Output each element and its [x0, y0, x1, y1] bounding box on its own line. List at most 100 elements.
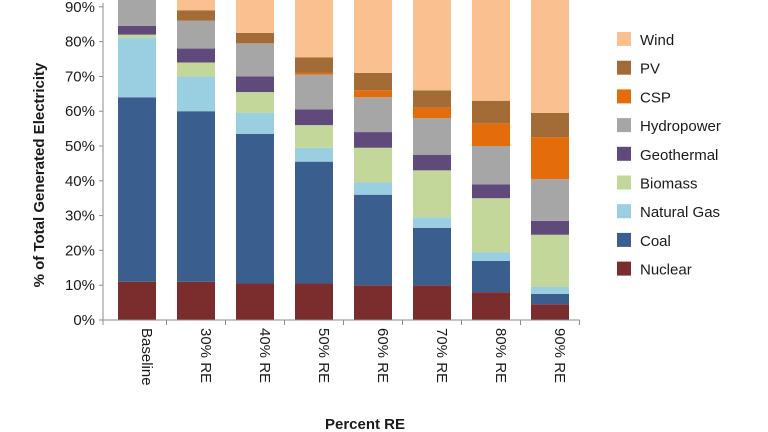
- bar-segment-nuclear-0: [118, 281, 156, 320]
- legend-swatch-wind: [617, 32, 631, 46]
- bar-segment-nuclear-1: [177, 281, 215, 320]
- bar-segment-geothermal-6: [472, 184, 510, 199]
- bar-segment-biomass-6: [472, 198, 510, 253]
- bar-segment-coal-3: [295, 161, 333, 284]
- legend-label-csp: CSP: [640, 89, 671, 106]
- bar-segment-csp-7: [531, 137, 569, 180]
- bar-segment-geothermal-4: [354, 132, 392, 148]
- bar-segment-hydropower-4: [354, 97, 392, 133]
- bar-segment-coal-4: [354, 194, 392, 286]
- bar-segment-biomass-2: [236, 92, 274, 113]
- bar-segment-csp-5: [413, 107, 451, 119]
- legend-label-natural-gas: Natural Gas: [640, 204, 720, 221]
- bar-segment-geothermal-7: [531, 220, 569, 235]
- bar-segment-wind-1: [177, 0, 215, 11]
- bar-segment-hydropower-3: [295, 74, 333, 110]
- bar-segment-pv-4: [354, 72, 392, 91]
- bar-segment-wind-3: [295, 0, 333, 58]
- y-tick-label: 90%: [65, 0, 95, 16]
- bar-segment-wind-4: [354, 0, 392, 73]
- legend-swatch-geothermal: [617, 146, 631, 161]
- bar-segment-coal-7: [531, 293, 569, 305]
- legend: Wind PV CSP Hydropower Geothermal Biomass Natu…: [617, 32, 721, 279]
- y-axis: 0% 10% 20% 30% 40% 50% 60% 70% 80% 90%: [65, 0, 104, 329]
- bar-segment-biomass-1: [177, 62, 215, 77]
- bar-segment-natural-gas-4: [354, 182, 392, 195]
- bar-segment-geothermal-3: [295, 109, 333, 126]
- bar-segment-nuclear-7: [531, 304, 569, 320]
- legend-label-pv: PV: [640, 61, 660, 78]
- bar-segment-nuclear-2: [236, 283, 274, 320]
- bar-segment-pv-5: [413, 90, 451, 108]
- bar-segment-natural-gas-1: [177, 76, 215, 112]
- bar-segment-coal-5: [413, 227, 451, 286]
- y-tick-label: 40%: [65, 173, 95, 190]
- bar-segment-geothermal-2: [236, 76, 274, 93]
- bar-segment-natural-gas-0: [118, 38, 156, 98]
- bar-segment-csp-4: [354, 90, 392, 98]
- plot-area: [118, 0, 569, 320]
- legend-label-nuclear: Nuclear: [640, 262, 692, 279]
- x-tick-label: 60% RE: [374, 328, 391, 383]
- y-tick-label: 50%: [65, 138, 95, 155]
- y-tick-label: 10%: [65, 277, 95, 294]
- bar-segment-hydropower-2: [236, 43, 274, 77]
- legend-swatch-csp: [617, 89, 631, 104]
- y-axis-title: % of Total Generated Electricity: [31, 62, 48, 287]
- bar-segment-geothermal-0: [118, 25, 156, 35]
- bar-segment-pv-3: [295, 57, 333, 73]
- bar-segment-wind-6: [472, 0, 510, 101]
- bar-segment-hydropower-6: [472, 146, 510, 185]
- bar-segment-coal-2: [236, 133, 274, 284]
- legend-swatch-pv: [617, 60, 631, 75]
- bar-segment-coal-1: [177, 111, 215, 282]
- bar-segment-nuclear-5: [413, 285, 451, 320]
- bar-segment-coal-0: [118, 97, 156, 282]
- bar-segment-natural-gas-2: [236, 112, 274, 134]
- legend-swatch-nuclear: [617, 261, 631, 276]
- bar-segment-geothermal-1: [177, 48, 215, 63]
- bar-segment-natural-gas-6: [472, 252, 510, 261]
- bar-segment-biomass-3: [295, 125, 333, 148]
- legend-label-biomass: Biomass: [640, 176, 698, 193]
- bar-segment-natural-gas-7: [531, 286, 569, 294]
- bar-segment-wind-7: [531, 0, 569, 113]
- y-tick-label: 70%: [65, 68, 95, 85]
- bar-segment-pv-2: [236, 32, 274, 44]
- bar-segment-natural-gas-3: [295, 147, 333, 162]
- bar-segment-natural-gas-5: [413, 217, 451, 228]
- bar-segment-biomass-0: [118, 34, 156, 39]
- legend-label-coal: Coal: [640, 233, 671, 250]
- bar-segment-pv-1: [177, 10, 215, 21]
- y-tick-label: 20%: [65, 242, 95, 259]
- bar-segment-pv-7: [531, 112, 569, 138]
- legend-label-wind: Wind: [640, 32, 674, 49]
- x-tick-label: 50% RE: [315, 328, 332, 383]
- bar-segment-wind-5: [413, 0, 451, 91]
- bar-segment-nuclear-6: [472, 292, 510, 320]
- legend-swatch-biomass: [617, 175, 631, 190]
- legend-swatch-coal: [617, 232, 631, 247]
- legend-label-hydropower: Hydropower: [640, 118, 721, 135]
- y-tick-label: 0%: [73, 312, 95, 329]
- bar-segment-hydropower-7: [531, 179, 569, 221]
- y-tick-label: 30%: [65, 208, 95, 225]
- legend-label-geothermal: Geothermal: [640, 147, 718, 164]
- x-tick-label: 90% RE: [551, 328, 568, 383]
- legend-swatch-hydropower: [617, 118, 631, 133]
- x-axis-title: Percent RE: [325, 416, 405, 432]
- bar-segment-nuclear-3: [295, 283, 333, 320]
- x-tick-label: 80% RE: [492, 328, 509, 383]
- bar-segment-hydropower-5: [413, 118, 451, 155]
- bar-segment-nuclear-4: [354, 285, 392, 320]
- y-tick-label: 80%: [65, 34, 95, 51]
- x-tick-label: Baseline: [138, 328, 155, 386]
- x-tick-label: 40% RE: [256, 328, 273, 383]
- bar-segment-biomass-5: [413, 170, 451, 218]
- y-tick-label: 60%: [65, 103, 95, 120]
- bar-segment-coal-6: [472, 260, 510, 293]
- bar-segment-pv-6: [472, 100, 510, 124]
- bar-segment-wind-2: [236, 0, 274, 33]
- bar-segment-csp-3: [295, 72, 333, 75]
